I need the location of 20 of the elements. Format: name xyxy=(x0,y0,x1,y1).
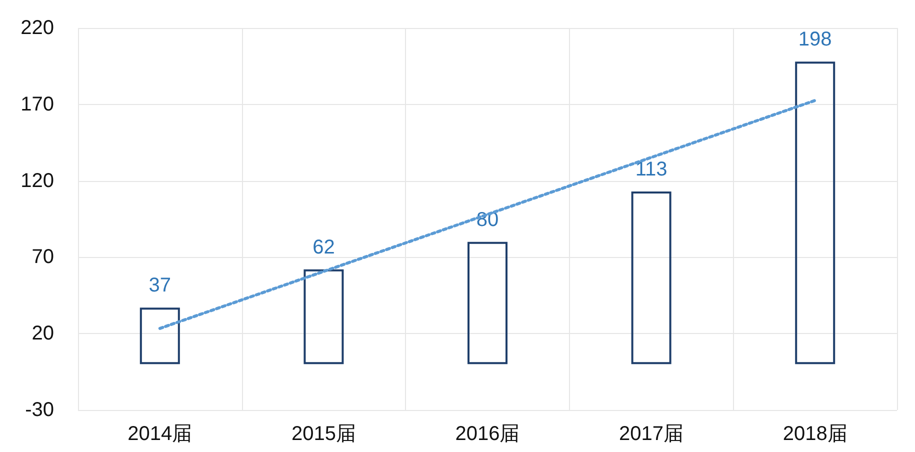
bar xyxy=(795,62,836,364)
x-tick-label: 2015届 xyxy=(291,423,356,445)
x-tick-label: 2018届 xyxy=(782,423,848,445)
y-tick-label: -30 xyxy=(25,399,54,421)
data-label: 37 xyxy=(148,274,172,297)
x-tick-label: 2014届 xyxy=(128,423,192,445)
data-label: 113 xyxy=(635,158,668,180)
x-tick-label: 2017届 xyxy=(619,423,684,445)
y-tick-label: 70 xyxy=(32,246,54,268)
bar xyxy=(468,242,508,364)
bar xyxy=(631,191,672,364)
y-tick-label: 220 xyxy=(20,17,54,39)
bar xyxy=(140,308,180,364)
x-tick-label: 2016届 xyxy=(455,423,520,445)
data-label: 62 xyxy=(312,236,335,258)
bar xyxy=(304,269,344,364)
y-tick-label: 20 xyxy=(32,322,54,345)
y-tick-label: 170 xyxy=(20,93,54,116)
data-label: 198 xyxy=(798,28,832,51)
y-tick-label: 120 xyxy=(20,170,54,192)
